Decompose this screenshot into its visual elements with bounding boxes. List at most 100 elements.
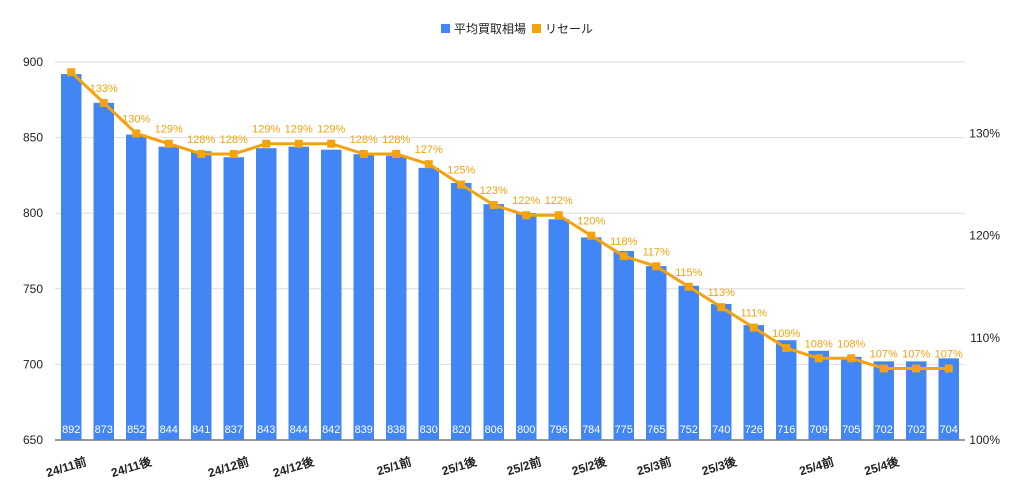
x-tick-label: 24/12前 <box>206 454 251 481</box>
resale-value-label: 128% <box>220 134 248 146</box>
resale-point <box>684 282 693 291</box>
x-tick-label: 24/11後 <box>109 453 154 480</box>
resale-point <box>489 201 498 210</box>
y-left-tick-label: 900 <box>23 55 43 69</box>
bar <box>938 358 959 440</box>
bar <box>873 361 894 440</box>
bar-value-label: 800 <box>517 424 535 436</box>
bar-value-label: 806 <box>485 424 503 436</box>
bar <box>321 149 342 441</box>
resale-value-label: 123% <box>480 185 508 197</box>
bar-value-label: 702 <box>875 424 893 436</box>
resale-point <box>587 231 596 240</box>
bar-value-label: 843 <box>257 424 275 436</box>
bar-value-label: 830 <box>420 424 438 436</box>
y-right-tick-label: 120% <box>969 229 1000 243</box>
resale-point <box>554 211 563 220</box>
resale-point <box>912 364 921 373</box>
bar <box>841 356 862 440</box>
resale-value-label: 118% <box>610 236 638 248</box>
x-tick-label: 25/2後 <box>570 453 609 478</box>
y-left-tick-label: 850 <box>23 131 43 145</box>
resale-point <box>749 323 758 332</box>
bar-value-label: 892 <box>62 424 80 436</box>
bar <box>288 146 309 440</box>
resale-value-label: 127% <box>415 144 443 156</box>
resale-line <box>70 71 949 370</box>
resale-point <box>164 139 173 148</box>
bar-value-label: 784 <box>582 424 600 436</box>
bar <box>711 303 732 440</box>
resale-value-label: 115% <box>675 267 703 279</box>
bar <box>61 74 82 440</box>
resale-point <box>782 344 791 353</box>
legend-label-line: リセール <box>545 22 593 36</box>
bar-value-label: 837 <box>225 424 243 436</box>
x-tick-label: 25/3後 <box>700 453 739 478</box>
resale-value-label: 129% <box>155 124 183 136</box>
y-left-tick-label: 750 <box>23 282 43 296</box>
bar-value-label: 704 <box>940 424 958 436</box>
resale-point <box>522 211 531 220</box>
resale-value-label: 129% <box>285 124 313 136</box>
resale-point <box>717 303 726 312</box>
bar <box>743 325 764 440</box>
x-tick-label: 25/1前 <box>375 454 413 479</box>
legend-swatch-bar <box>441 24 450 33</box>
bar-value-label: 709 <box>810 424 828 436</box>
bar <box>386 155 407 440</box>
resale-point <box>879 364 888 373</box>
bar-value-label: 716 <box>777 424 795 436</box>
bar-value-label: 873 <box>95 424 113 436</box>
legend-swatch-line <box>532 24 541 33</box>
bar <box>418 167 439 440</box>
x-tick-label: 24/11前 <box>44 454 88 480</box>
resale-point <box>262 139 271 148</box>
y-right-tick-label: 130% <box>969 127 1000 141</box>
resale-point <box>652 262 661 271</box>
bar <box>516 213 537 440</box>
resale-value-label: 125% <box>447 165 475 177</box>
resale-value-label: 122% <box>512 195 540 207</box>
bar <box>548 219 569 440</box>
resale-value-label: 129% <box>317 124 345 136</box>
bar-value-label: 796 <box>550 424 568 436</box>
legend-label-bar: 平均買取相場 <box>454 22 526 36</box>
resale-value-label: 122% <box>545 195 573 207</box>
bar <box>223 157 244 441</box>
bar-value-label: 726 <box>745 424 763 436</box>
bar-value-label: 820 <box>452 424 470 436</box>
bar <box>93 102 114 440</box>
resale-value-label: 117% <box>643 246 671 258</box>
bar-value-label: 775 <box>615 424 633 436</box>
bar <box>256 148 277 440</box>
bar <box>451 182 472 440</box>
resale-value-label: 108% <box>837 338 865 350</box>
bar-value-label: 839 <box>355 424 373 436</box>
x-tick-label: 25/3前 <box>635 454 673 479</box>
resale-point <box>424 160 433 169</box>
resale-value-label: 113% <box>708 287 736 299</box>
bar <box>906 361 927 440</box>
resale-value-label: 111% <box>740 308 767 320</box>
x-tick-label: 25/4前 <box>797 454 835 479</box>
bar-value-label: 842 <box>322 424 340 436</box>
resale-point <box>814 354 823 363</box>
resale-value-label: 107% <box>870 348 898 360</box>
bar-value-label: 852 <box>127 424 145 436</box>
bar <box>191 151 212 440</box>
bar-value-label: 841 <box>192 424 210 436</box>
resale-value-label: 129% <box>252 124 280 136</box>
resale-value-label: 128% <box>350 134 378 146</box>
resale-point <box>327 139 336 148</box>
bar <box>126 134 147 441</box>
bar-value-label: 702 <box>907 424 925 436</box>
resale-value-label: 133% <box>90 83 118 95</box>
resale-point <box>229 149 238 158</box>
bar-value-label: 765 <box>647 424 665 436</box>
bar <box>613 251 634 440</box>
resale-point <box>392 149 401 158</box>
resale-point <box>944 364 953 373</box>
